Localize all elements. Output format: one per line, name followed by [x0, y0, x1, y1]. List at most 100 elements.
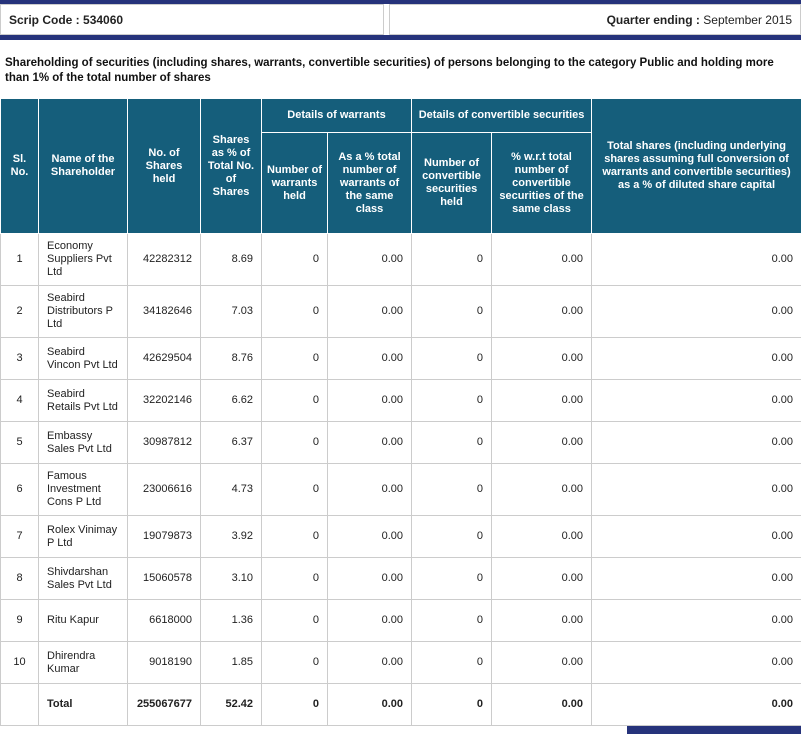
cell-shareholder-name: Seabird Retails Pvt Ltd — [39, 380, 128, 422]
cell-warrants-pct: 0.00 — [328, 600, 412, 642]
cell-warrants-held: 0 — [262, 684, 328, 726]
cell-shares-pct: 6.62 — [201, 380, 262, 422]
cell-convertible-pct: 0.00 — [492, 642, 592, 684]
cell-convertible-pct: 0.00 — [492, 558, 592, 600]
cell-convertible-held: 0 — [412, 600, 492, 642]
cell-shareholder-name: Ritu Kapur — [39, 600, 128, 642]
cell-shareholder-name: Economy Suppliers Pvt Ltd — [39, 234, 128, 286]
cell-sl-no: 3 — [1, 338, 39, 380]
cell-shareholder-name: Seabird Vincon Pvt Ltd — [39, 338, 128, 380]
cell-warrants-held: 0 — [262, 464, 328, 516]
cell-convertible-held: 0 — [412, 338, 492, 380]
cell-shares-pct: 7.03 — [201, 286, 262, 338]
cell-convertible-pct: 0.00 — [492, 516, 592, 558]
cell-shares-pct: 1.85 — [201, 642, 262, 684]
cell-shareholder-name: Rolex Vinimay P Ltd — [39, 516, 128, 558]
cell-convertible-held: 0 — [412, 684, 492, 726]
cell-sl-no: 7 — [1, 516, 39, 558]
cell-convertible-pct: 0.00 — [492, 380, 592, 422]
cell-shares-held: 34182646 — [128, 286, 201, 338]
footer-navy-bar — [627, 726, 801, 734]
cell-total-shares-pct: 0.00 — [592, 642, 801, 684]
header-convertible-group: Details of convertible securities — [412, 99, 592, 133]
cell-shares-held: 6618000 — [128, 600, 201, 642]
cell-sl-no: 6 — [1, 464, 39, 516]
cell-shares-pct: 3.92 — [201, 516, 262, 558]
cell-convertible-pct: 0.00 — [492, 684, 592, 726]
cell-convertible-held: 0 — [412, 234, 492, 286]
cell-convertible-held: 0 — [412, 516, 492, 558]
cell-shares-pct: 6.37 — [201, 422, 262, 464]
cell-warrants-held: 0 — [262, 338, 328, 380]
shareholding-table: Sl. No. Name of the Shareholder No. of S… — [0, 98, 801, 726]
header-warrants-group: Details of warrants — [262, 99, 412, 133]
cell-warrants-pct: 0.00 — [328, 684, 412, 726]
cell-warrants-held: 0 — [262, 642, 328, 684]
cell-sl-no: 2 — [1, 286, 39, 338]
cell-total-shares-pct: 0.00 — [592, 600, 801, 642]
cell-warrants-pct: 0.00 — [328, 338, 412, 380]
quarter-ending-cell: Quarter ending : September 2015 — [389, 4, 801, 35]
cell-convertible-held: 0 — [412, 286, 492, 338]
cell-warrants-pct: 0.00 — [328, 234, 412, 286]
cell-warrants-held: 0 — [262, 422, 328, 464]
cell-shares-pct: 8.69 — [201, 234, 262, 286]
cell-shares-pct: 1.36 — [201, 600, 262, 642]
header-sl-no: Sl. No. — [1, 99, 39, 234]
cell-warrants-held: 0 — [262, 380, 328, 422]
cell-sl-no: 4 — [1, 380, 39, 422]
page-footer — [0, 726, 801, 734]
cell-convertible-held: 0 — [412, 642, 492, 684]
cell-sl-no: 5 — [1, 422, 39, 464]
cell-shares-pct: 3.10 — [201, 558, 262, 600]
cell-shares-pct: 52.42 — [201, 684, 262, 726]
cell-shareholder-name: Total — [39, 684, 128, 726]
cell-shares-held: 255067677 — [128, 684, 201, 726]
cell-total-shares-pct: 0.00 — [592, 234, 801, 286]
cell-sl-no: 1 — [1, 234, 39, 286]
scrip-code-label: Scrip Code : — [9, 13, 83, 27]
cell-shares-held: 32202146 — [128, 380, 201, 422]
cell-warrants-pct: 0.00 — [328, 516, 412, 558]
header-warrants-held: Number of warrants held — [262, 133, 328, 234]
cell-warrants-pct: 0.00 — [328, 558, 412, 600]
cell-convertible-pct: 0.00 — [492, 234, 592, 286]
header-shares-pct: Shares as % of Total No. of Shares — [201, 99, 262, 234]
cell-shares-held: 42282312 — [128, 234, 201, 286]
cell-shareholder-name: Famous Investment Cons P Ltd — [39, 464, 128, 516]
cell-shares-held: 23006616 — [128, 464, 201, 516]
cell-convertible-pct: 0.00 — [492, 286, 592, 338]
cell-total-shares-pct: 0.00 — [592, 516, 801, 558]
cell-shareholder-name: Dhirendra Kumar — [39, 642, 128, 684]
cell-convertible-pct: 0.00 — [492, 422, 592, 464]
cell-sl-no — [1, 684, 39, 726]
quarter-ending-value: September 2015 — [703, 13, 792, 27]
cell-total-shares-pct: 0.00 — [592, 338, 801, 380]
cell-warrants-pct: 0.00 — [328, 642, 412, 684]
cell-convertible-held: 0 — [412, 422, 492, 464]
cell-sl-no: 9 — [1, 600, 39, 642]
cell-warrants-held: 0 — [262, 234, 328, 286]
cell-shares-held: 19079873 — [128, 516, 201, 558]
cell-warrants-held: 0 — [262, 516, 328, 558]
cell-warrants-pct: 0.00 — [328, 286, 412, 338]
header-convertible-held: Number of convertible securities held — [412, 133, 492, 234]
header-warrants-pct: As a % total number of warrants of the s… — [328, 133, 412, 234]
header-convertible-pct: % w.r.t total number of convertible secu… — [492, 133, 592, 234]
cell-total-shares-pct: 0.00 — [592, 286, 801, 338]
cell-warrants-pct: 0.00 — [328, 422, 412, 464]
header-total-shares: Total shares (including underlying share… — [592, 99, 801, 234]
cell-warrants-held: 0 — [262, 558, 328, 600]
header-shares-held: No. of Shares held — [128, 99, 201, 234]
